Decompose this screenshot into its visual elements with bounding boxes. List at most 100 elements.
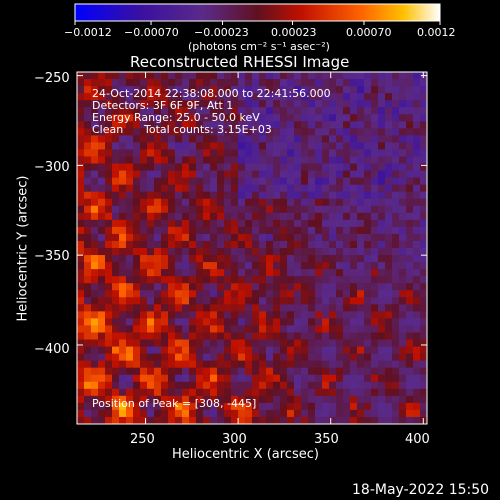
heatmap-cell (245, 395, 253, 404)
heatmap-cell (287, 339, 295, 347)
heatmap-cell (154, 367, 162, 376)
heatmap-cell (238, 332, 246, 340)
heatmap-cell (147, 191, 155, 200)
heatmap-cell (210, 318, 218, 326)
heatmap-cell (266, 409, 274, 418)
heatmap-cell (287, 100, 295, 108)
heatmap-cell (329, 156, 337, 164)
heatmap-cell (224, 135, 232, 143)
heatmap-cell (196, 205, 204, 214)
heatmap-cell (182, 269, 190, 277)
heatmap-cell (371, 191, 379, 200)
heatmap-cell (413, 170, 421, 178)
heatmap-cell (259, 212, 267, 221)
heatmap-cell (336, 402, 344, 411)
heatmap-cell (140, 149, 148, 157)
heatmap-cell (154, 142, 162, 150)
heatmap-cell (399, 79, 407, 87)
heatmap-cell (245, 283, 253, 291)
heatmap-cell (364, 255, 372, 263)
heatmap-cell (392, 255, 400, 263)
heatmap-cell (161, 402, 169, 411)
heatmap-cell (126, 374, 134, 383)
heatmap-cell (140, 332, 148, 340)
heatmap-cell (217, 72, 225, 80)
heatmap-cell (105, 332, 113, 340)
heatmap-cell (266, 283, 274, 291)
heatmap-cell (77, 121, 85, 129)
heatmap-cell (161, 233, 169, 242)
heatmap-cell (175, 318, 183, 326)
heatmap-cell (105, 156, 113, 164)
heatmap-cell (154, 304, 162, 312)
heatmap-cell (399, 142, 407, 150)
heatmap-cell (315, 107, 323, 115)
heatmap-cell (329, 121, 337, 129)
heatmap-cell (406, 212, 414, 221)
heatmap-cell (378, 262, 386, 270)
heatmap-cell (315, 184, 323, 193)
heatmap-cell (196, 184, 204, 193)
heatmap-cell (189, 283, 197, 291)
heatmap-cell (294, 290, 302, 298)
heatmap-cell (322, 402, 330, 411)
heatmap-cell (280, 219, 288, 228)
heatmap-cell (378, 248, 386, 256)
heatmap-cell (315, 219, 323, 228)
heatmap-cell (406, 142, 414, 150)
heatmap-cell (259, 339, 267, 347)
heatmap-cell (245, 381, 253, 390)
heatmap-cell (77, 149, 85, 157)
heatmap-cell (238, 262, 246, 270)
heatmap-cell (91, 416, 99, 425)
heatmap-cell (105, 395, 113, 404)
heatmap-cell (91, 114, 99, 122)
heatmap-cell (98, 402, 106, 411)
heatmap-cell (371, 360, 379, 369)
heatmap-cell (98, 276, 106, 284)
heatmap-cell (210, 184, 218, 193)
heatmap-cell (189, 402, 197, 411)
heatmap-cell (364, 135, 372, 143)
heatmap-cell (77, 353, 85, 362)
heatmap-cell (231, 198, 239, 207)
heatmap-cell (140, 107, 148, 115)
heatmap-cell (378, 283, 386, 291)
heatmap-cell (336, 409, 344, 418)
heatmap-cell (350, 184, 358, 193)
heatmap-cell (392, 212, 400, 221)
heatmap-cell (126, 318, 134, 326)
heatmap-cell (140, 212, 148, 221)
heatmap-cell (175, 149, 183, 157)
heatmap-cell (336, 121, 344, 129)
heatmap-cell (385, 100, 393, 108)
heatmap-cell (154, 269, 162, 277)
heatmap-cell (364, 212, 372, 221)
heatmap-cell (119, 409, 127, 418)
heatmap-cell (308, 409, 316, 418)
heatmap-cell (84, 255, 92, 263)
heatmap-cell (210, 325, 218, 333)
heatmap-cell (98, 248, 106, 256)
heatmap-cell (140, 156, 148, 164)
heatmap-cell (406, 107, 414, 115)
heatmap-cell (217, 184, 225, 193)
heatmap-cell (259, 311, 267, 319)
heatmap-cell (175, 381, 183, 390)
heatmap-cell (105, 339, 113, 347)
heatmap-cell (105, 219, 113, 228)
heatmap-cell (392, 346, 400, 354)
heatmap-cell (266, 325, 274, 333)
heatmap-cell (168, 325, 176, 333)
heatmap-cell (189, 248, 197, 256)
heatmap-cell (273, 156, 281, 164)
heatmap-cell (413, 262, 421, 270)
heatmap-cell (315, 409, 323, 418)
heatmap-cell (217, 149, 225, 157)
heatmap-cell (392, 226, 400, 235)
heatmap-cell (77, 339, 85, 347)
heatmap-cell (357, 226, 365, 235)
heatmap-cell (189, 311, 197, 319)
heatmap-cell (350, 170, 358, 178)
